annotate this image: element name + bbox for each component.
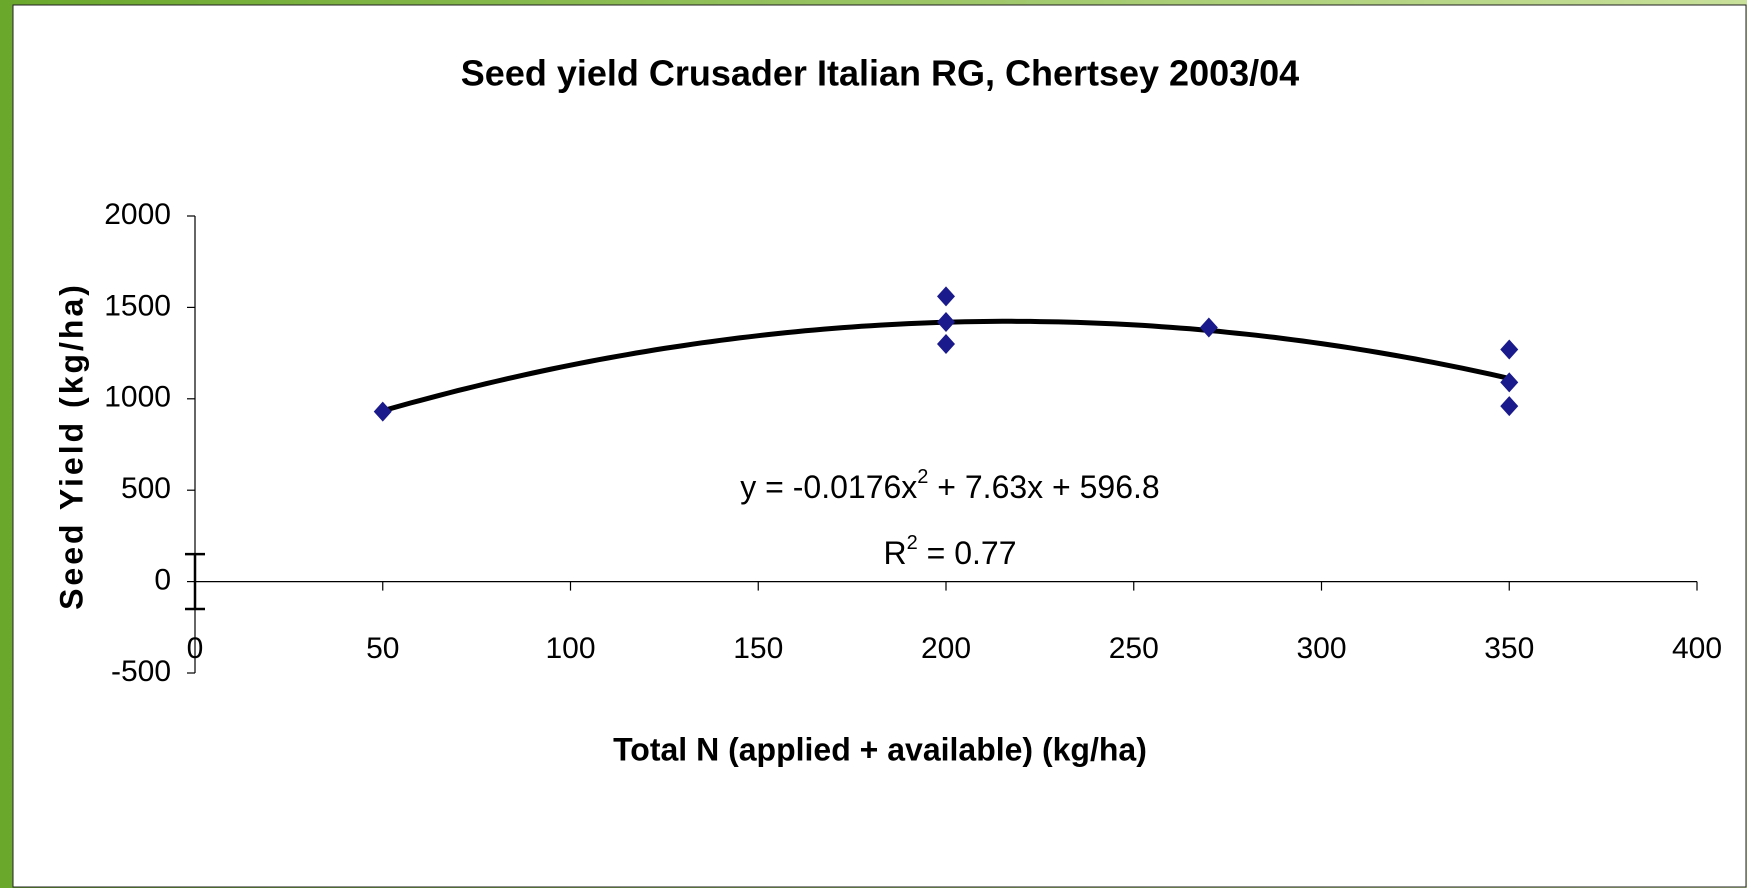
- chart-area: [12, 4, 1747, 888]
- data-point: [1199, 317, 1218, 338]
- x-tick-label: 0: [187, 632, 204, 665]
- data-point: [373, 401, 392, 422]
- x-tick-label: 350: [1484, 632, 1534, 665]
- y-tick-label: 1500: [104, 289, 171, 322]
- x-tick-label: 100: [545, 632, 595, 665]
- equation-sup: 2: [917, 466, 928, 488]
- x-axis-title: Total N (applied + available) (kg/ha): [613, 731, 1147, 767]
- x-tick-label: 300: [1296, 632, 1346, 665]
- equation-part: y = -0.0176x: [740, 469, 917, 505]
- equation-label: y = -0.0176x2 + 7.63x + 596.8: [740, 466, 1159, 505]
- r2-part: = 0.77: [918, 535, 1017, 571]
- data-point: [1500, 339, 1519, 360]
- r2-sup: 2: [907, 532, 918, 554]
- y-tick-label: -500: [111, 655, 171, 688]
- y-axis-title: Seed Yield (kg/ha): [53, 282, 89, 610]
- y-tick-label: 1000: [104, 381, 171, 414]
- x-tick-label: 50: [366, 632, 399, 665]
- r2-label: R2 = 0.77: [884, 532, 1017, 571]
- equation-part: + 7.63x + 596.8: [928, 469, 1159, 505]
- x-tick-label: 400: [1672, 632, 1722, 665]
- data-point: [1500, 396, 1519, 417]
- y-tick-label: 2000: [104, 198, 171, 231]
- y-tick-label: 500: [121, 472, 171, 505]
- y-tick-label: 0: [154, 564, 171, 597]
- data-point: [937, 333, 955, 354]
- data-point: [937, 286, 955, 307]
- error-bar: [185, 552, 205, 611]
- chart-title: Seed yield Crusader Italian RG, Chertsey…: [461, 53, 1299, 94]
- x-tick-label: 200: [921, 632, 971, 665]
- r2-part: R: [884, 535, 907, 571]
- x-tick-label: 250: [1109, 632, 1159, 665]
- x-tick-label: 150: [733, 632, 783, 665]
- data-point: [937, 312, 955, 333]
- data-point: [1500, 372, 1519, 393]
